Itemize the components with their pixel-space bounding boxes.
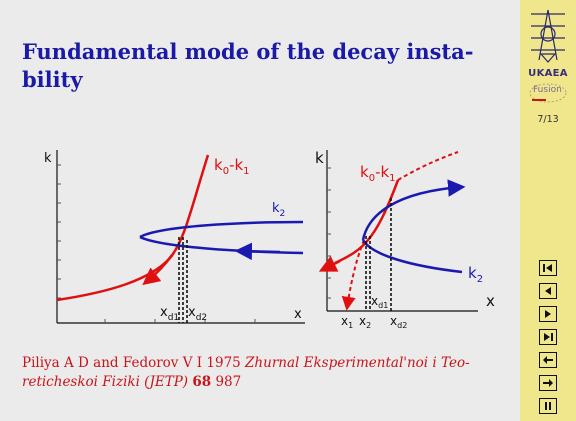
left-x-ticks (104, 319, 256, 323)
slide: Fundamental mode of the decay insta- bil… (22, 38, 512, 392)
organization-name: UKAEA (528, 68, 568, 79)
right-k0-k1-label: k0-k1 (360, 163, 396, 184)
last-page-icon (544, 333, 553, 341)
left-xd2-label: xd2 (188, 305, 207, 323)
left-k2-arrow (234, 242, 281, 261)
next-page-icon (545, 310, 551, 318)
citation-volume: 68 (192, 374, 212, 390)
right-xd2-label: xd2 (390, 314, 407, 330)
left-y-axis-label: k (44, 151, 52, 166)
nav-next-button[interactable] (539, 306, 557, 322)
right-k0-k1-dotted-lower (341, 239, 365, 311)
right-k2-curve-upper (361, 179, 466, 241)
slide-title: Fundamental mode of the decay insta- bil… (22, 38, 512, 94)
left-diagram: k x k0-k1 k2 xd1 xd2 (44, 150, 305, 324)
right-k2-curve-lower (361, 239, 463, 274)
left-k0-k1-arrow (142, 254, 174, 286)
right-xd1-label: xd1 (371, 294, 388, 310)
left-k2-label: k2 (272, 201, 285, 219)
ukaea-logo (527, 6, 569, 66)
back-arrow-icon (543, 356, 553, 364)
left-axes (56, 150, 305, 324)
right-x-axis-label: x (486, 292, 495, 310)
slide-title-text: Fundamental mode of the decay insta- bil… (22, 39, 474, 92)
citation-pages: 987 (211, 374, 242, 390)
left-y-ticks (57, 164, 61, 299)
nav-pause-button[interactable] (539, 398, 557, 414)
right-k0-k1-arrow (318, 255, 341, 272)
right-axes (326, 150, 478, 312)
left-k2-curve-upper (139, 220, 304, 239)
right-y-axis-label: k (315, 149, 324, 167)
forward-arrow-icon (543, 379, 553, 387)
left-k2-curve-lower (139, 235, 304, 255)
citation: Piliya A D and Fedorov V I 1975 Zhurnal … (22, 354, 510, 392)
nav-previous-button[interactable] (539, 283, 557, 299)
citation-journal: Zhurnal Eksperimental'noi i Teo-retiches… (22, 355, 470, 390)
nav-first-button[interactable] (539, 260, 557, 276)
sidebar: UKAEA Fusion 7/13 (520, 0, 576, 421)
pause-icon (545, 402, 551, 410)
fusion-logo-text: Fusion (533, 85, 562, 95)
right-dashed-projections (365, 198, 392, 311)
ukaea-emblem-icon (531, 9, 565, 63)
nav-forward-button[interactable] (539, 375, 557, 391)
right-x1-label: x1 (341, 314, 353, 330)
first-page-icon (543, 264, 552, 272)
page-indicator: 7/13 (537, 114, 559, 125)
right-k0-k1-dotted-upper (397, 151, 459, 181)
fusion-logo-icon (529, 83, 567, 103)
citation-authors: Piliya A D and Fedorov V I 1975 (22, 355, 246, 371)
decay-instability-diagrams: k x k0-k1 k2 xd1 xd2 (44, 149, 495, 330)
nav-back-button[interactable] (539, 352, 557, 368)
left-x-axis-label: x (294, 307, 302, 322)
right-diagram: k x k0-k1 k2 x1 x2 (315, 149, 495, 330)
right-k0-k1-curve (334, 179, 400, 265)
right-k2-label: k2 (468, 264, 483, 285)
left-k0-k1-label: k0-k1 (214, 156, 250, 177)
fusion-logo: Fusion (528, 82, 568, 104)
right-x2-label: x2 (359, 314, 371, 330)
left-xd1-label: xd1 (160, 305, 179, 323)
left-dashed-projections (178, 237, 188, 323)
nav-last-button[interactable] (539, 329, 557, 345)
previous-page-icon (545, 287, 551, 295)
